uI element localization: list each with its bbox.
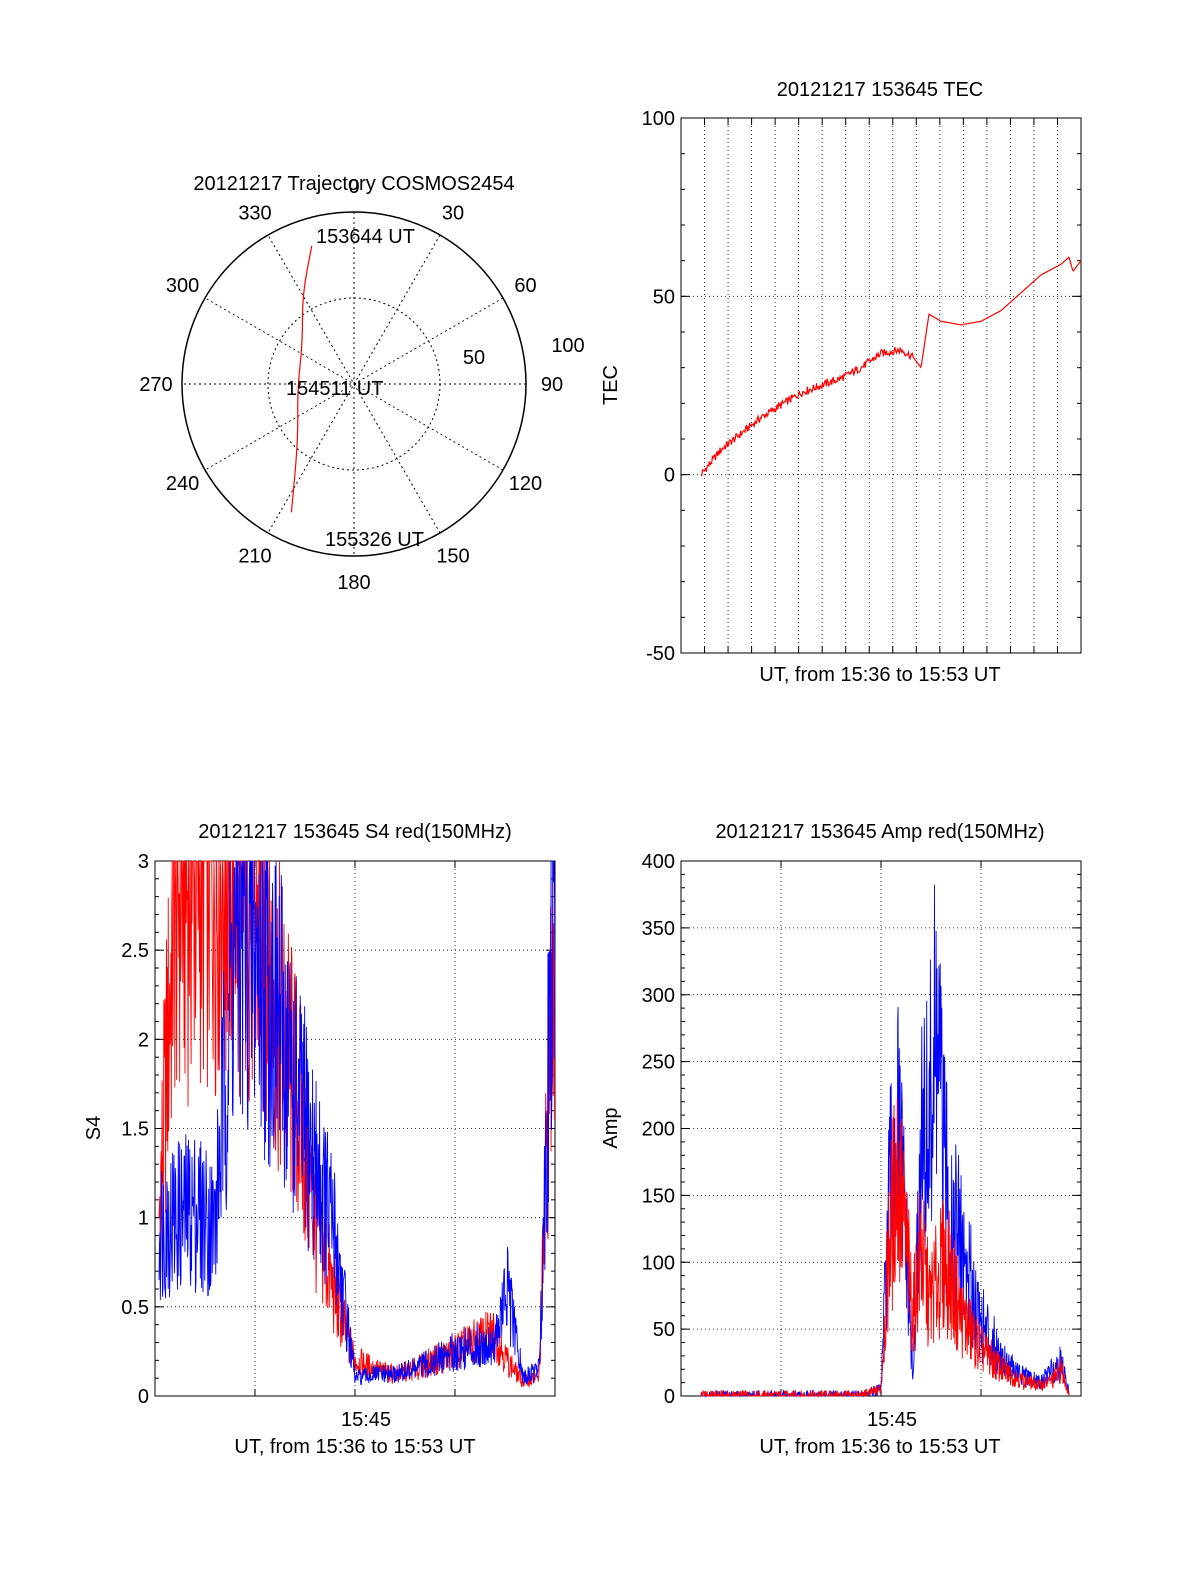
y-tick-label: 0 — [664, 465, 675, 487]
polar-azimuth-labels: 0 30 60 90 120 150 180 210 240 270 300 330 — [139, 176, 563, 594]
y-tick-label: 50 — [653, 1319, 675, 1341]
polar-azimuth-label: 180 — [337, 572, 370, 594]
tec-panel: 20121217 153645 TEC -50 0 50 100 TEC UT, fr… — [600, 79, 1082, 686]
s4-plot-frame — [154, 860, 556, 1397]
amp-red-series-line — [700, 1098, 1070, 1398]
y-tick-label: 350 — [642, 918, 675, 940]
amp-xlabel: UT, from 15:36 to 15:53 UT — [759, 1436, 1000, 1458]
polar-spoke — [267, 234, 441, 534]
tec-series-line — [700, 256, 1082, 477]
y-tick-label: -50 — [646, 643, 675, 665]
polar-azimuth-label: 270 — [139, 374, 172, 396]
amp-ylabel: Amp — [600, 1107, 622, 1148]
s4-xtick-label: 15:45 — [341, 1409, 391, 1431]
s4-y-tick-labels: 0 0.5 1 1.5 2 2.5 3 — [121, 851, 149, 1408]
tec-grid — [681, 117, 1081, 654]
y-tick-label: 3 — [138, 851, 149, 873]
s4-xlabel: UT, from 15:36 to 15:53 UT — [234, 1436, 475, 1458]
trajectory-line — [290, 245, 313, 513]
amp-y-tick-labels: 0 50 100 150 200 250 300 350 400 — [642, 851, 675, 1408]
y-tick-label: 0.5 — [121, 1297, 149, 1319]
polar-azimuth-label: 90 — [541, 374, 563, 396]
polar-title: 20121217 Trajectory COSMOS2454 — [193, 173, 514, 195]
annotation-end-time: 155326 UT — [325, 529, 424, 551]
polar-radial-label-100: 100 — [551, 335, 584, 357]
s4-series — [158, 860, 556, 1388]
y-tick-label: 200 — [642, 1119, 675, 1141]
amp-plot-frame — [680, 860, 1082, 1397]
y-tick-label: 0 — [138, 1386, 149, 1408]
y-tick-label: 2.5 — [121, 940, 149, 962]
annotation-start-time: 153644 UT — [316, 226, 415, 248]
polar-azimuth-label: 30 — [442, 203, 464, 225]
y-tick-label: 100 — [642, 108, 675, 130]
polar-azimuth-label: 0 — [348, 176, 359, 198]
tec-y-tick-labels: -50 0 50 100 — [642, 108, 675, 665]
y-tick-label: 0 — [664, 1386, 675, 1408]
polar-azimuth-label: 150 — [436, 545, 469, 567]
polar-azimuth-label: 210 — [238, 545, 271, 567]
tec-ylabel: TEC — [600, 365, 622, 405]
polar-radial-label-50: 50 — [463, 347, 485, 369]
tec-xlabel: UT, from 15:36 to 15:53 UT — [759, 664, 1000, 686]
tec-plot-frame — [680, 117, 1082, 654]
y-tick-label: 50 — [653, 286, 675, 308]
polar-grid — [181, 211, 527, 557]
y-tick-label: 100 — [642, 1252, 675, 1274]
s4-panel: 20121217 153645 S4 red(150MHz) 0 0.5 1 1.5 2… — [83, 821, 556, 1458]
polar-azimuth-label: 330 — [238, 203, 271, 225]
y-tick-label: 1.5 — [121, 1119, 149, 1141]
s4-grid — [155, 860, 555, 1397]
amp-series — [700, 884, 1070, 1398]
s4-ylabel: S4 — [83, 1116, 105, 1140]
y-tick-label: 400 — [642, 851, 675, 873]
polar-azimuth-label: 60 — [514, 275, 536, 297]
polar-azimuth-label: 240 — [166, 473, 199, 495]
polar-azimuth-label: 300 — [166, 275, 199, 297]
s4-title: 20121217 153645 S4 red(150MHz) — [198, 821, 512, 843]
y-tick-label: 2 — [138, 1029, 149, 1051]
amp-xtick-label: 15:45 — [867, 1409, 917, 1431]
y-tick-label: 300 — [642, 985, 675, 1007]
s4-blue-series-line — [158, 860, 556, 1386]
tec-title: 20121217 153645 TEC — [777, 79, 983, 101]
s4-red-series-line — [158, 860, 556, 1388]
y-tick-label: 1 — [138, 1208, 149, 1230]
y-tick-label: 250 — [642, 1052, 675, 1074]
y-tick-label: 150 — [642, 1185, 675, 1207]
amp-panel: 20121217 153645 Amp red(150MHz) 0 50 100 15… — [600, 821, 1082, 1458]
amp-title: 20121217 153645 Amp red(150MHz) — [715, 821, 1044, 843]
polar-azimuth-label: 120 — [509, 473, 542, 495]
polar-trajectory-panel: 20121217 Trajectory COSMOS2454 0 30 60 90 12… — [139, 173, 584, 594]
amp-grid — [681, 860, 1081, 1397]
annotation-mid-time: 154511 UT — [286, 378, 383, 400]
